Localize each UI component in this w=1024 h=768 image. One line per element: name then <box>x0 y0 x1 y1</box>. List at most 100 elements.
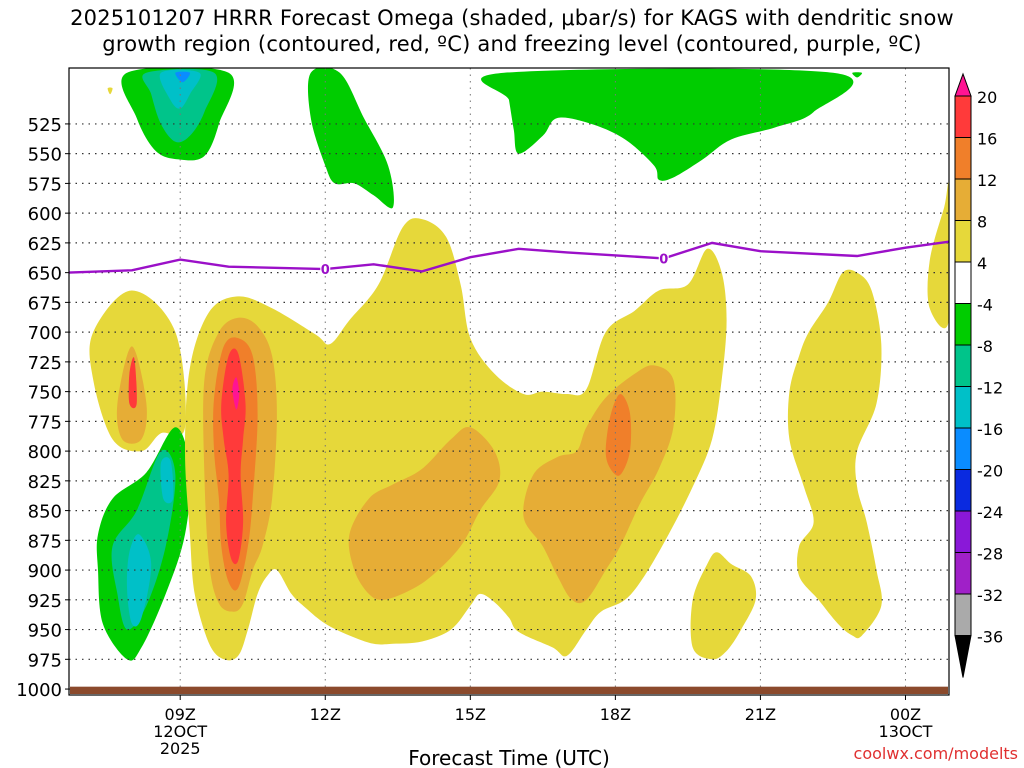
omega-region-y3 <box>787 269 882 639</box>
chart-title-line-1: 2025101207 HRRR Forecast Omega (shaded, … <box>70 6 954 30</box>
chart-title-line-2: growth region (contoured, red, ºC) and f… <box>102 32 922 56</box>
colorbar-label: 20 <box>977 88 997 107</box>
y-tick-label: 875 <box>28 531 62 552</box>
y-tick-label: 825 <box>28 472 62 493</box>
omega-region-t1 <box>111 449 176 630</box>
ground-strip <box>70 686 948 694</box>
dotted-gridlines <box>69 68 949 695</box>
credit-text: coolwx.com/modelts <box>853 744 1018 763</box>
x-tick-label: 12Z <box>310 705 341 724</box>
x-tick-label: 00Z <box>890 705 921 724</box>
colorbar-swatch <box>954 469 972 512</box>
omega-region-g4 <box>481 68 854 181</box>
colorbar-swatch <box>954 593 972 636</box>
freezing-level-line <box>68 240 950 274</box>
omega-region-c1b <box>160 457 174 504</box>
y-tick-label: 800 <box>28 442 62 463</box>
y-tick-label: 1000 <box>16 680 62 701</box>
colorbar-swatch <box>954 220 972 263</box>
freezing-level-contour: 00 <box>68 240 950 278</box>
colorbar-swatch <box>954 95 972 138</box>
freezing-label-bg <box>658 250 669 266</box>
omega-region-o3 <box>348 426 501 600</box>
y-tick-label: 850 <box>28 502 62 523</box>
colorbar-label: 4 <box>977 254 987 273</box>
x-tick-label: 21Z <box>745 705 776 724</box>
omega-region-g1 <box>96 427 191 661</box>
colorbar: 20 16 12 8 4 -4 -8 -12 -16 -20 -24 -28 -32 -36 <box>954 72 1003 678</box>
colorbar-label: -24 <box>977 503 1003 522</box>
y-axis-tick-labels: 525 550 575 600 625 650 675 700 725 750 775 800 825 8… <box>16 115 69 701</box>
colorbar-label: -16 <box>977 420 1003 439</box>
colorbar-swatch <box>954 427 972 470</box>
y-tick-label: 725 <box>28 353 62 374</box>
omega-region-c1 <box>126 534 152 627</box>
y-tick-label: 550 <box>28 145 62 166</box>
omega-region-c2 <box>159 69 201 109</box>
x-tick-label: 12OCT <box>153 722 207 741</box>
ground-layer <box>70 686 948 694</box>
omega-region-mg <box>232 377 240 410</box>
y-tick-label: 625 <box>28 234 62 255</box>
colorbar-swatch <box>954 510 972 553</box>
y-tick-label: 700 <box>28 323 62 344</box>
plot-frame <box>68 67 950 696</box>
colorbar-label: 8 <box>977 213 987 232</box>
colorbar-label: -4 <box>977 296 993 315</box>
colorbar-top-arrow <box>954 72 972 97</box>
freezing-level-label: 0 <box>321 263 330 278</box>
omega-region-o2 <box>203 317 277 612</box>
colorbar-bottom-arrow <box>954 635 972 678</box>
omega-region-o4 <box>523 365 676 604</box>
omega-region-y6 <box>107 87 113 95</box>
omega-region-rr <box>221 348 246 565</box>
x-axis-label: Forecast Time (UTC) <box>408 746 610 768</box>
colorbar-swatch <box>954 137 972 180</box>
colorbar-swatch <box>954 178 972 221</box>
colorbar-swatch <box>954 344 972 387</box>
omega-region-y1 <box>89 290 186 452</box>
colorbar-label: -28 <box>977 545 1003 564</box>
omega-region-y2 <box>185 218 727 661</box>
omega-region-y5 <box>927 182 949 329</box>
x-tick-label: 18Z <box>600 705 631 724</box>
omega-region-g5 <box>852 72 863 78</box>
colorbar-label: -20 <box>977 462 1003 481</box>
y-tick-label: 900 <box>28 561 62 582</box>
omega-region-rf <box>213 337 258 591</box>
y-tick-label: 525 <box>28 115 62 136</box>
x-tick-label: 09Z <box>165 705 196 724</box>
omega-region-oo4 <box>605 393 632 476</box>
colorbar-swatch <box>954 303 972 346</box>
colorbar-label: -12 <box>977 379 1003 398</box>
colorbar-label: 12 <box>977 171 997 190</box>
omega-region-r1 <box>128 357 137 409</box>
y-tick-label: 750 <box>28 383 62 404</box>
freezing-level-label: 0 <box>659 252 668 267</box>
y-tick-label: 925 <box>28 591 62 612</box>
colorbar-label: -8 <box>977 337 993 356</box>
x-tick-label: 13OCT <box>879 722 933 741</box>
y-tick-label: 775 <box>28 412 62 433</box>
y-tick-label: 975 <box>28 650 62 671</box>
colorbar-swatch <box>954 386 972 429</box>
colorbar-label: 16 <box>977 130 997 149</box>
omega-region-o1 <box>116 346 147 444</box>
omega-region-y4 <box>690 552 757 660</box>
colorbar-label: -36 <box>977 628 1003 647</box>
omega-region-g3 <box>307 68 394 209</box>
x-tick-label: 2025 <box>160 739 201 758</box>
omega-region-t2 <box>142 68 218 143</box>
y-tick-label: 575 <box>28 174 62 195</box>
omega-shaded-regions <box>89 68 949 661</box>
colorbar-swatch <box>954 261 972 304</box>
x-tick-label: 15Z <box>455 705 486 724</box>
omega-region-g2 <box>121 68 235 161</box>
colorbar-swatch <box>954 552 972 595</box>
omega-region-b2 <box>175 71 191 83</box>
y-tick-label: 600 <box>28 204 62 225</box>
y-tick-label: 675 <box>28 293 62 314</box>
y-tick-label: 950 <box>28 621 62 642</box>
